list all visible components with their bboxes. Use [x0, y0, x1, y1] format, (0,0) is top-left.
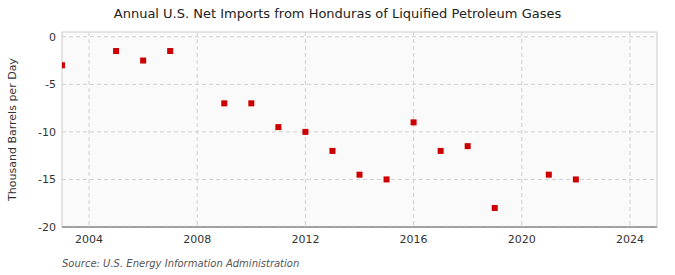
x-grid-line [197, 32, 198, 227]
x-grid-line [413, 32, 414, 227]
y-tick-label: 0 [49, 31, 56, 44]
point [492, 205, 498, 211]
point [438, 148, 444, 154]
point [140, 58, 146, 64]
x-axis-line [62, 227, 657, 228]
x-tick-label: 2024 [616, 233, 644, 246]
point [221, 100, 227, 106]
y-grid-line [62, 36, 657, 37]
source-note: Source: U.S. Energy Information Administ… [62, 258, 299, 269]
x-grid-line [89, 32, 90, 227]
point [248, 100, 254, 106]
points [62, 48, 579, 211]
point [546, 172, 552, 178]
x-tick-label: 2004 [75, 233, 103, 246]
y-grid-line [62, 131, 657, 132]
point [384, 176, 390, 182]
chart-title: Annual U.S. Net Imports from Honduras of… [114, 6, 562, 21]
y-grid-line [62, 179, 657, 180]
x-tick-label: 2016 [400, 233, 428, 246]
x-tick-label: 2020 [508, 233, 536, 246]
point [573, 176, 579, 182]
point [275, 124, 281, 130]
point [329, 148, 335, 154]
x-tick-label: 2008 [183, 233, 211, 246]
point [167, 48, 173, 54]
point [302, 129, 308, 135]
chart-svg: 0 -5 -10 -15 -20 2004 2008 2012 2016 2020 2024 Annu… [0, 0, 675, 275]
y-tick-label: -20 [38, 221, 56, 234]
y-grid-line [62, 84, 657, 85]
point [62, 62, 65, 68]
y-axis-label: Thousand Barrels per Day [6, 58, 19, 202]
chart-container: 0 -5 -10 -15 -20 2004 2008 2012 2016 2020 2024 Annu… [0, 0, 675, 275]
grid [62, 32, 657, 227]
point [113, 48, 119, 54]
x-tick-label: 2012 [291, 233, 319, 246]
axis-labels: 0 -5 -10 -15 -20 2004 2008 2012 2016 2020 2024 [38, 31, 644, 246]
y-tick-label: -15 [38, 173, 56, 186]
point [465, 143, 471, 149]
point [411, 119, 417, 125]
plot-frame [62, 32, 657, 227]
x-grid-line [521, 32, 522, 227]
y-grid-line [62, 227, 657, 228]
point [357, 172, 363, 178]
x-grid-line [629, 32, 630, 227]
y-tick-label: -5 [45, 78, 56, 91]
y-tick-label: -10 [38, 126, 56, 139]
